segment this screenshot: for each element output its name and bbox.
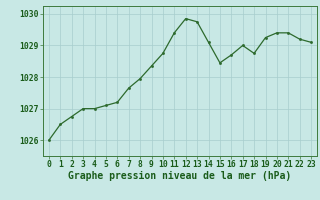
X-axis label: Graphe pression niveau de la mer (hPa): Graphe pression niveau de la mer (hPa)	[68, 171, 292, 181]
